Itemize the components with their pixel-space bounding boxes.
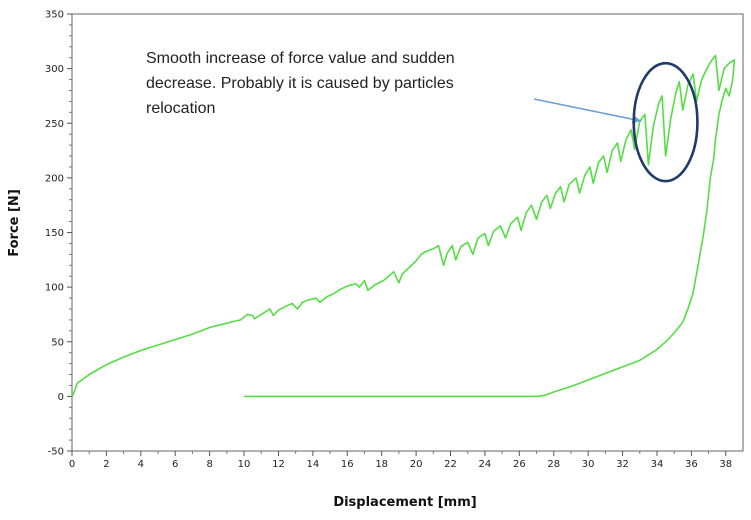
y-tick-label: 300 — [45, 64, 64, 75]
x-tick-label: 38 — [719, 459, 732, 470]
x-axis-ticks: 0 2 4 6 8 10 12 14 16 18 20 22 24 26 28 30 32 34 36 38 — [69, 451, 732, 470]
x-tick-label: 26 — [513, 459, 526, 470]
annotation-ellipse — [632, 61, 699, 183]
x-tick-label: 4 — [138, 459, 144, 470]
series-layer — [71, 54, 736, 398]
y-tick-label: 0 — [58, 392, 64, 403]
x-tick-label: 12 — [272, 459, 285, 470]
x-axis-title: Displacement [mm] — [333, 495, 476, 510]
x-tick-label: 14 — [307, 459, 320, 470]
series-line — [71, 54, 736, 398]
y-tick-label: 250 — [45, 119, 64, 130]
x-tick-label: 20 — [410, 459, 423, 470]
y-tick-label: 200 — [45, 173, 64, 184]
x-tick-label: 28 — [547, 459, 560, 470]
x-tick-label: 36 — [685, 459, 698, 470]
x-tick-label: 2 — [103, 459, 109, 470]
y-tick-label: 150 — [45, 228, 64, 239]
x-tick-label: 32 — [616, 459, 629, 470]
x-tick-label: 22 — [444, 459, 457, 470]
annotation-text-line: relocation — [146, 100, 215, 117]
annotation-arrow-line — [533, 98, 642, 122]
y-tick-label: 350 — [45, 10, 64, 21]
y-axis-title: Force [N] — [7, 189, 22, 257]
x-tick-label: 18 — [375, 459, 388, 470]
y-tick-label: 100 — [45, 283, 64, 294]
x-tick-label: 24 — [479, 459, 492, 470]
x-tick-label: 0 — [69, 459, 75, 470]
annotation-text-line: Smooth increase of force value and sudde… — [146, 50, 455, 67]
x-tick-label: 34 — [651, 459, 664, 470]
annotation-text-line: decrease. Probably it is caused by parti… — [146, 75, 454, 92]
x-tick-label: 10 — [238, 459, 251, 470]
y-tick-label: -50 — [48, 447, 64, 458]
y-tick-label: 50 — [51, 337, 64, 348]
x-tick-label: 30 — [582, 459, 595, 470]
x-tick-label: 8 — [206, 459, 212, 470]
annotation-layer: Smooth increase of force value and sudde… — [146, 50, 699, 183]
y-axis-ticks: -50 0 50 100 150 200 250 300 350 — [45, 10, 72, 458]
x-tick-label: 16 — [341, 459, 354, 470]
x-tick-label: 6 — [172, 459, 178, 470]
